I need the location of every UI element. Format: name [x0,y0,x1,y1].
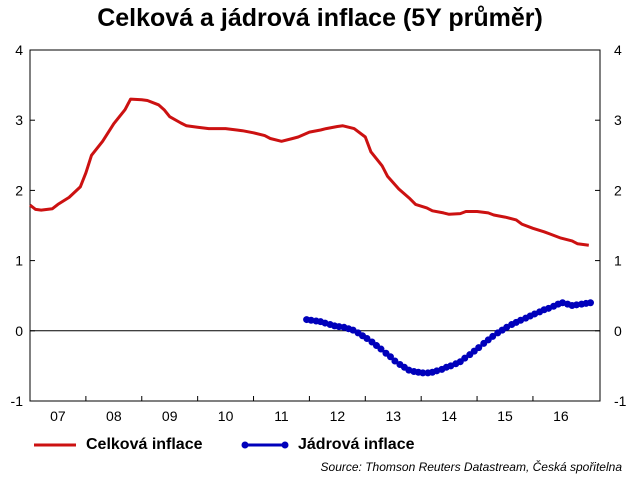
plot-frame [29,49,601,402]
data-point [377,345,385,353]
legend-label-celkova: Celková inflace [86,436,203,453]
data-point [461,354,469,362]
y-tick-label-left: 1 [15,253,23,269]
data-point [386,353,394,361]
y-tick-label-left: 0 [15,323,23,339]
x-tick-label: 09 [162,408,178,424]
x-tick-label: 14 [441,408,457,424]
series-line-1 [306,301,591,375]
legend-swatch-celkova [34,443,76,447]
y-tick-label-left: 2 [15,182,23,198]
x-tick-label: 11 [274,408,289,424]
y-tick-label-right: 1 [614,253,622,269]
data-point [419,369,427,377]
legend-label-jadrova: Jádrová inflace [298,436,415,453]
legend-swatch-jadrova [241,441,289,449]
y-tick-label-right: -1 [614,393,627,409]
data-point [475,344,483,352]
legend-item-celkova: Celková inflace [32,436,203,454]
x-tick-label: 13 [385,408,401,424]
x-tick-label: 10 [218,408,234,424]
x-tick-label: 07 [50,408,66,424]
x-tick-label: 08 [106,408,122,424]
x-tick-label: 15 [497,408,513,424]
y-tick-label-left: -1 [11,393,24,409]
legend-item-jadrova: Jádrová inflace [240,436,415,454]
x-tick-label: 12 [330,408,346,424]
x-tick-label: 16 [553,408,569,424]
data-point [363,335,371,343]
series-line-0 [29,97,589,247]
y-tick-label-left: 3 [15,112,23,128]
y-tick-label-left: 4 [15,42,23,58]
y-tick-label-right: 0 [614,323,622,339]
chart-title: Celková a jádrová inflace (5Y průměr) [97,4,543,32]
y-tick-label-right: 4 [614,42,622,58]
source-note: Source: Thomson Reuters Datastream, Česk… [320,460,622,474]
data-point [587,299,594,307]
y-tick-label-right: 3 [614,112,622,128]
data-point [391,357,399,365]
y-tick-label-right: 2 [614,182,622,198]
data-point [489,332,497,340]
